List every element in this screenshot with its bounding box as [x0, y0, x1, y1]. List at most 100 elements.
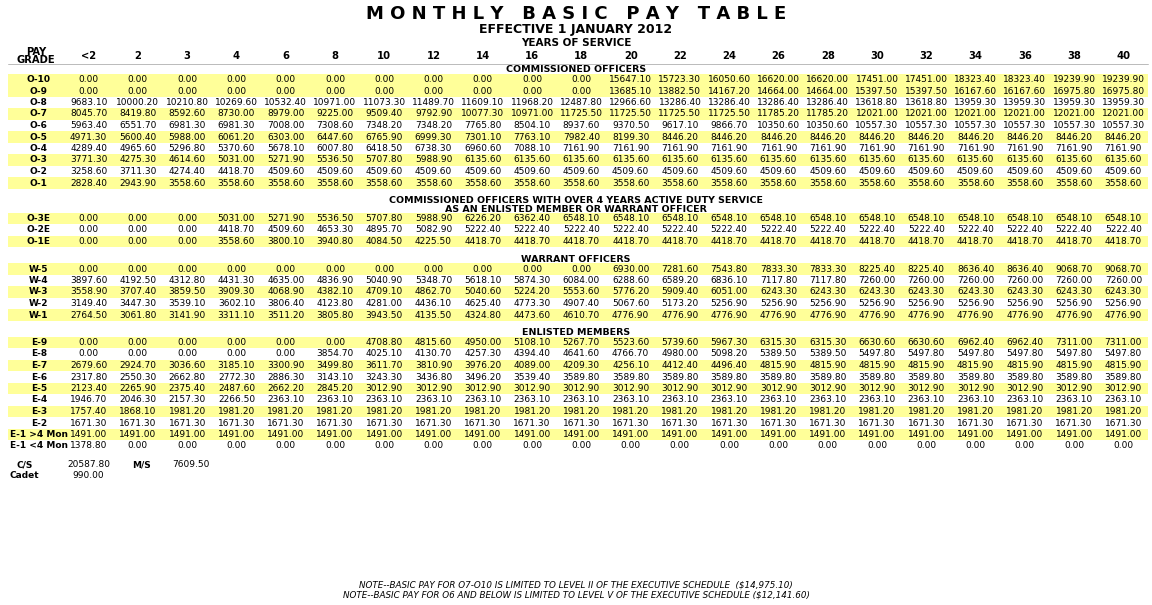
Text: 4708.80: 4708.80 [365, 338, 403, 347]
Text: 1981.20: 1981.20 [612, 407, 650, 416]
Text: 12021.00: 12021.00 [1053, 110, 1096, 119]
Text: 4776.90: 4776.90 [809, 310, 847, 319]
Text: 8446.20: 8446.20 [1007, 132, 1044, 142]
Text: 3012.90: 3012.90 [661, 384, 698, 393]
Text: 1491.00: 1491.00 [70, 430, 107, 439]
Text: 6548.10: 6548.10 [809, 214, 847, 223]
Text: 16620.00: 16620.00 [806, 75, 849, 84]
Text: 6315.30: 6315.30 [760, 338, 797, 347]
Bar [8, 236, 1149, 247]
Text: 11073.30: 11073.30 [363, 98, 406, 107]
Text: 4815.90: 4815.90 [957, 361, 994, 370]
Text: O-6: O-6 [30, 121, 47, 130]
Text: 11725.50: 11725.50 [707, 110, 751, 119]
Text: 12021.00: 12021.00 [856, 110, 899, 119]
Text: E-2: E-2 [31, 419, 47, 428]
Text: 5963.40: 5963.40 [70, 121, 107, 130]
Text: 6061.20: 6061.20 [218, 132, 255, 142]
Text: 28: 28 [820, 51, 835, 61]
Text: 4773.30: 4773.30 [514, 299, 551, 308]
Text: 1671.30: 1671.30 [908, 419, 945, 428]
Text: E-8: E-8 [31, 350, 47, 359]
Text: 1981.20: 1981.20 [562, 407, 600, 416]
Text: 11785.20: 11785.20 [806, 110, 849, 119]
Text: W-3: W-3 [29, 287, 48, 296]
Text: 7301.10: 7301.10 [464, 132, 501, 142]
Text: 2924.70: 2924.70 [120, 361, 157, 370]
Text: 4509.60: 4509.60 [711, 167, 748, 176]
Text: 1981.20: 1981.20 [760, 407, 797, 416]
Text: 1981.20: 1981.20 [514, 407, 551, 416]
Text: 38: 38 [1067, 51, 1081, 61]
Text: 1981.20: 1981.20 [415, 407, 453, 416]
Text: 0.00: 0.00 [78, 87, 99, 96]
Text: 6630.60: 6630.60 [908, 338, 945, 347]
Text: 15647.10: 15647.10 [609, 75, 652, 84]
Text: 30: 30 [870, 51, 884, 61]
Text: 17451.00: 17451.00 [904, 75, 948, 84]
Text: 2363.10: 2363.10 [514, 396, 551, 405]
Text: 4766.70: 4766.70 [612, 350, 650, 359]
Text: 4509.60: 4509.60 [1055, 167, 1093, 176]
Text: 9068.70: 9068.70 [1105, 264, 1142, 273]
Text: PAY: PAY [25, 47, 46, 57]
Text: AS AN ENLISTED MEMBER OR WARRANT OFFICER: AS AN ENLISTED MEMBER OR WARRANT OFFICER [445, 205, 707, 214]
Text: GRADE: GRADE [16, 55, 55, 65]
Text: 5497.80: 5497.80 [1105, 350, 1142, 359]
Text: 3711.30: 3711.30 [119, 167, 157, 176]
Text: 8446.20: 8446.20 [1105, 132, 1142, 142]
Text: 0.00: 0.00 [472, 75, 493, 84]
Text: 4815.90: 4815.90 [1055, 361, 1093, 370]
Text: 0.00: 0.00 [128, 350, 147, 359]
Text: 3012.90: 3012.90 [957, 384, 994, 393]
Text: 3012.90: 3012.90 [562, 384, 600, 393]
Text: 3012.90: 3012.90 [858, 384, 895, 393]
Text: 0.00: 0.00 [128, 442, 147, 451]
Text: 1981.20: 1981.20 [957, 407, 994, 416]
Text: 0.00: 0.00 [227, 338, 247, 347]
Text: 6243.30: 6243.30 [858, 287, 895, 296]
Bar [8, 286, 1149, 298]
Text: 1671.30: 1671.30 [612, 419, 650, 428]
Text: 2123.40: 2123.40 [70, 384, 107, 393]
Text: 5523.60: 5523.60 [612, 338, 650, 347]
Text: 0.00: 0.00 [621, 442, 641, 451]
Text: 2046.30: 2046.30 [120, 396, 157, 405]
Text: 0.00: 0.00 [374, 264, 394, 273]
Text: 2487.60: 2487.60 [218, 384, 255, 393]
Text: 34: 34 [969, 51, 983, 61]
Text: 6630.60: 6630.60 [858, 338, 896, 347]
Text: 3589.80: 3589.80 [711, 373, 748, 382]
Text: 3558.60: 3558.60 [365, 178, 403, 188]
Text: 10557.30: 10557.30 [954, 121, 998, 130]
Text: 6243.30: 6243.30 [760, 287, 797, 296]
Text: 3496.20: 3496.20 [464, 373, 501, 382]
Text: 3012.90: 3012.90 [612, 384, 650, 393]
Text: 8446.20: 8446.20 [711, 132, 748, 142]
Text: 0.00: 0.00 [325, 338, 346, 347]
Text: 5678.10: 5678.10 [267, 144, 304, 153]
Text: 1491.00: 1491.00 [120, 430, 157, 439]
Text: 13618.80: 13618.80 [856, 98, 899, 107]
Text: 4209.30: 4209.30 [563, 361, 600, 370]
Text: 4950.00: 4950.00 [464, 338, 501, 347]
Text: 7311.00: 7311.00 [1105, 338, 1142, 347]
Text: 4324.80: 4324.80 [464, 310, 501, 319]
Text: 6243.30: 6243.30 [1105, 287, 1142, 296]
Text: 4509.60: 4509.60 [562, 167, 600, 176]
Text: 6548.10: 6548.10 [1006, 214, 1044, 223]
Text: 1491.00: 1491.00 [612, 430, 650, 439]
Text: 12487.80: 12487.80 [560, 98, 602, 107]
Text: 7161.90: 7161.90 [711, 144, 748, 153]
Text: 6135.60: 6135.60 [612, 155, 650, 165]
Text: 3558.60: 3558.60 [514, 178, 551, 188]
Text: 1671.30: 1671.30 [267, 419, 304, 428]
Text: 4473.60: 4473.60 [514, 310, 551, 319]
Text: 5222.40: 5222.40 [908, 226, 945, 235]
Text: W-4: W-4 [29, 276, 48, 285]
Text: 4418.70: 4418.70 [908, 237, 945, 246]
Text: 8: 8 [332, 51, 339, 61]
Text: 1671.30: 1671.30 [464, 419, 501, 428]
Text: O-8: O-8 [30, 98, 47, 107]
Text: O-3E: O-3E [26, 214, 51, 223]
